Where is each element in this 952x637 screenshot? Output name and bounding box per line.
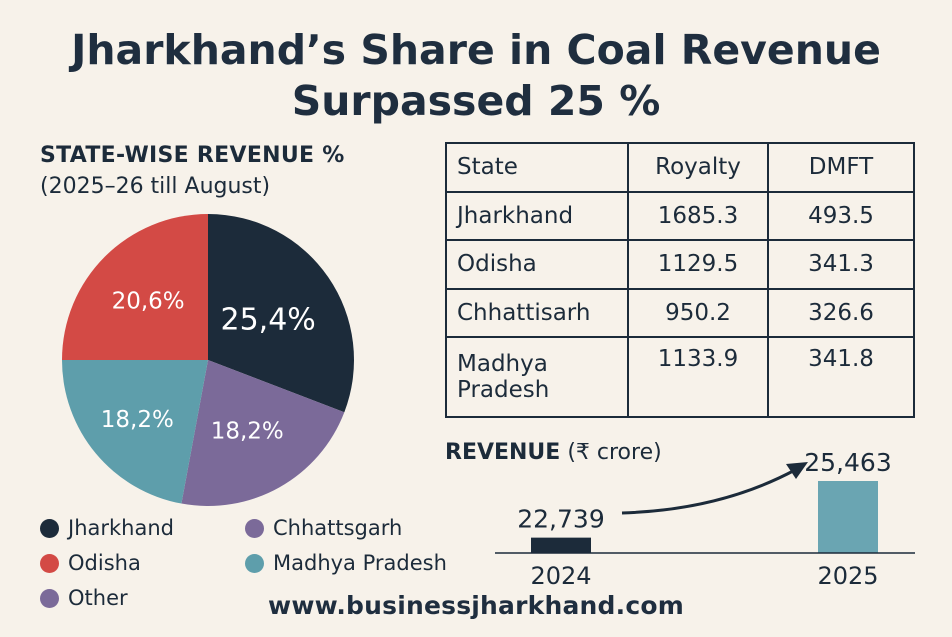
pie-chart-subheading: (2025–26 till August): [40, 174, 271, 199]
revenue-bar-category-label: 2025: [817, 562, 878, 590]
table-cell-royalty: 1685.3: [627, 190, 769, 241]
pie-slice-odisha: [62, 214, 208, 360]
legend-item-jharkhand: Jharkhand: [40, 516, 174, 540]
legend-item-madhya-pradesh: Madhya Pradesh: [245, 551, 447, 575]
pie-slice-label: 20,6%: [112, 288, 185, 314]
revenue-bar-2024: [531, 537, 591, 553]
chart-title-line-1: Jharkhand’s Share in Coal Revenue: [71, 26, 881, 74]
revenue-heading-unit: (₹ crore): [567, 440, 662, 465]
pie-slice-label: 25,4%: [220, 302, 315, 337]
pie-chart-heading: STATE-WISE REVENUE %: [40, 143, 345, 168]
revenue-bar-value-label: 22,739: [517, 505, 604, 534]
table-header-dmft: DMFT: [767, 142, 915, 193]
table-cell-royalty: 1129.5: [627, 239, 769, 290]
pie-slice-other: [181, 360, 345, 507]
table-cell-dmft: 341.8: [767, 336, 915, 418]
legend-swatch: [40, 518, 59, 538]
pie-slice-label: 18,2%: [211, 418, 284, 444]
legend-item-odisha: Odisha: [40, 551, 141, 575]
table-cell-royalty: 950.2: [627, 287, 769, 338]
chart-title-line-2: Surpassed 25 %: [291, 77, 661, 125]
legend-label: Chhattsgarh: [273, 516, 403, 540]
table-cell-dmft: 326.6: [767, 287, 915, 338]
legend-swatch: [40, 588, 59, 608]
legend-item-chhattsgarh: Chhattsgarh: [245, 516, 402, 540]
pie-slice-jharkhand: [208, 214, 354, 413]
pie-slice-label: 18,2%: [101, 407, 174, 433]
table-row: Madhya Pradesh 1133.9 341.8: [445, 336, 915, 418]
table-cell-state: Chhattisarh: [445, 287, 629, 338]
legend-label: Odisha: [68, 551, 141, 575]
revenue-bar-value-label: 25,463: [804, 448, 891, 477]
revenue-bar-heading: REVENUE (₹ crore): [445, 440, 662, 465]
legend-swatch: [245, 553, 264, 573]
table-row: Jharkhand 1685.3 493.5: [445, 190, 915, 241]
pie-slice-madhya-pradesh: [62, 360, 208, 504]
legend-item-other: Other: [40, 586, 128, 610]
revenue-heading-bold: REVENUE: [445, 440, 561, 465]
table-header-row: State Royalty DMFT: [445, 142, 915, 193]
table-cell-state: Jharkhand: [445, 190, 629, 241]
legend-label: Other: [68, 586, 128, 610]
table-header-state: State: [445, 142, 629, 193]
legend-label: Jharkhand: [68, 516, 174, 540]
revenue-bar-category-label: 2024: [530, 562, 591, 590]
table-row: Chhattisarh 950.2 326.6: [445, 287, 915, 338]
table-header-royalty: Royalty: [627, 142, 769, 193]
revenue-table: State Royalty DMFT Jharkhand 1685.3 493.…: [445, 142, 915, 418]
table-cell-state: Odisha: [445, 239, 629, 290]
table-cell-royalty: 1133.9: [627, 336, 769, 418]
legend-swatch: [245, 518, 264, 538]
legend-label: Madhya Pradesh: [273, 551, 447, 575]
table-row: Odisha 1129.5 341.3: [445, 239, 915, 290]
table-cell-state: Madhya Pradesh: [445, 336, 629, 418]
website-footer: www.businessjharkhand.com: [268, 591, 684, 620]
revenue-bar-2025: [818, 481, 878, 553]
growth-arrow: [621, 468, 796, 515]
growth-arrow-head-icon: [786, 462, 808, 479]
table-cell-dmft: 493.5: [767, 190, 915, 241]
table-cell-dmft: 341.3: [767, 239, 915, 290]
legend-swatch: [40, 553, 59, 573]
